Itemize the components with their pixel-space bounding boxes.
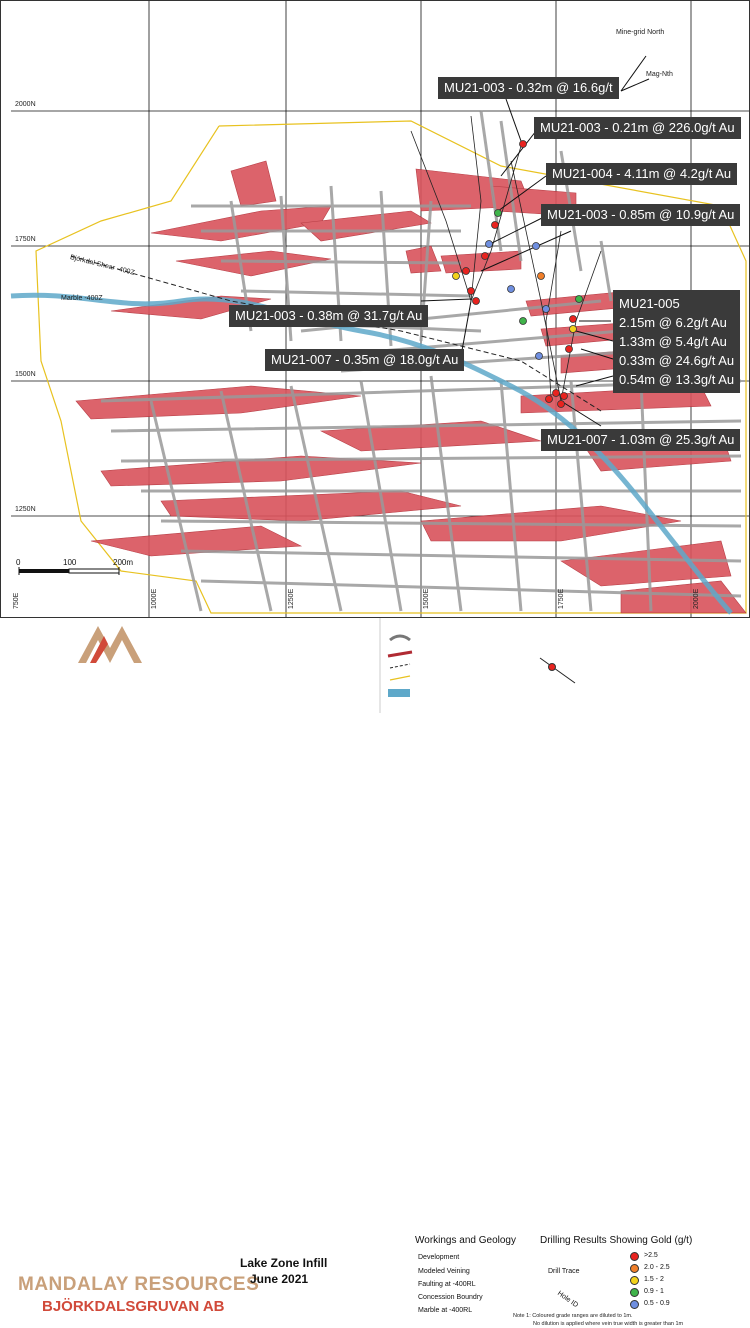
mu21-005-title: MU21-005 <box>619 296 680 311</box>
callout-mu21-003-a: MU21-003 - 0.32m @ 16.6g/t <box>438 77 619 99</box>
note-line-1: Note 1: Coloured grade ranges are dilute… <box>513 1313 633 1319</box>
concession-boundary <box>35 120 747 614</box>
callout-mu21-003-b: MU21-003 - 0.21m @ 226.0g/t Au <box>534 117 741 139</box>
scale-label-0: 0 <box>16 558 21 567</box>
legend-concession: Concession Boundry <box>418 1294 483 1301</box>
grade-swatch <box>630 1252 639 1261</box>
scale-label-100: 100 <box>63 558 77 567</box>
legend-veining: Modeled Veining <box>418 1268 470 1275</box>
scale-label-200: 200m <box>113 558 134 567</box>
veining-legend-icon <box>387 650 413 658</box>
marble-label: Marble -400Z <box>61 295 103 302</box>
hole-id-label: Hole ID <box>555 1290 580 1310</box>
concession-legend-icon <box>389 675 411 681</box>
callout-mu21-007-a: MU21-007 - 0.35m @ 18.0g/t Au <box>265 349 465 371</box>
grade-label: 1.5 - 2 <box>644 1276 664 1283</box>
northing-label: 1500N <box>15 371 36 378</box>
map-title: Lake Zone Infill <box>240 1256 328 1270</box>
workings-legend-header: Workings and Geology <box>415 1235 516 1246</box>
company-name: MANDALAY RESOURCES <box>18 1274 260 1295</box>
mag-north-label: Mag-Nth <box>646 71 673 78</box>
grade-swatch <box>630 1264 639 1273</box>
northing-label: 2000N <box>15 101 36 108</box>
northing-label: 1750N <box>15 236 36 243</box>
marble-legend-icon <box>388 689 410 697</box>
legend-footer: MANDALAY RESOURCES BJÖRKDALSGRUVAN AB La… <box>0 618 750 1327</box>
grade-swatch <box>630 1276 639 1285</box>
faulting-legend-icon <box>389 663 411 669</box>
easting-label: 750E <box>13 592 20 609</box>
legend-marble: Marble at -400RL <box>418 1307 473 1314</box>
grade-swatch <box>630 1288 639 1297</box>
map-canvas <box>10 1 749 617</box>
mu21-005-line: 1.33m @ 5.4g/t Au <box>619 334 727 349</box>
drill-trace-legend-icon <box>539 657 576 684</box>
callout-leaders <box>420 98 614 427</box>
easting-label: 1250E <box>288 588 295 609</box>
grade-swatch <box>630 1300 639 1309</box>
callout-mu21-007-b: MU21-007 - 1.03m @ 25.3g/t Au <box>541 429 741 451</box>
bjorkdal-shear <box>70 255 602 412</box>
map-area: Mine-grid North Mag-Nth 2000N 1750N 1500… <box>0 0 750 618</box>
drill-trace-label: Drill Trace <box>548 1268 580 1275</box>
subsidiary-name: BJÖRKDALSGRUVAN AB <box>42 1298 225 1315</box>
north-arrow <box>620 55 650 92</box>
easting-label: 2000E <box>693 588 700 609</box>
map-date: June 2021 <box>250 1272 309 1286</box>
drill-result-dots <box>452 140 583 408</box>
drilling-legend-header: Drilling Results Showing Gold (g/t) <box>540 1235 693 1246</box>
mu21-005-line: 0.33m @ 24.6g/t Au <box>619 353 735 368</box>
callout-mu21-004: MU21-004 - 4.11m @ 4.2g/t Au <box>546 163 738 185</box>
legend-note: Note 1: Coloured grade ranges are dilute… <box>513 1312 683 1328</box>
easting-label: 1750E <box>558 588 565 609</box>
development-legend-icon <box>389 634 411 642</box>
legend-development: Development <box>418 1254 460 1261</box>
marble-band <box>10 292 733 615</box>
legend-faulting: Faulting at -400RL <box>418 1281 476 1288</box>
mine-grid-north-label: Mine-grid North <box>616 29 665 36</box>
scale-bar <box>18 567 120 575</box>
callout-mu21-003-c: MU21-003 - 0.85m @ 10.9g/t Au <box>541 204 741 226</box>
easting-label: 1000E <box>151 588 158 609</box>
northing-label: 1250N <box>15 506 36 513</box>
grade-label: 0.5 - 0.9 <box>644 1300 670 1307</box>
callout-mu21-003-d: MU21-003 - 0.38m @ 31.7g/t Au <box>229 305 429 327</box>
callout-mu21-005: MU21-005 2.15m @ 6.2g/t Au 1.33m @ 5.4g/… <box>613 290 741 393</box>
company-logo-icon <box>78 626 142 663</box>
mu21-005-line: 2.15m @ 6.2g/t Au <box>619 315 727 330</box>
easting-label: 1500E <box>423 588 430 609</box>
grade-label: 2.0 - 2.5 <box>644 1264 670 1271</box>
mu21-005-line: 0.54m @ 13.3g/t Au <box>619 372 735 387</box>
note-line-2: No dilution is applied where vein true w… <box>533 1321 684 1327</box>
footer-graphics <box>78 618 576 713</box>
development-workings <box>100 110 742 612</box>
grade-label: >2.5 <box>644 1252 658 1259</box>
grade-label: 0.9 - 1 <box>644 1288 664 1295</box>
